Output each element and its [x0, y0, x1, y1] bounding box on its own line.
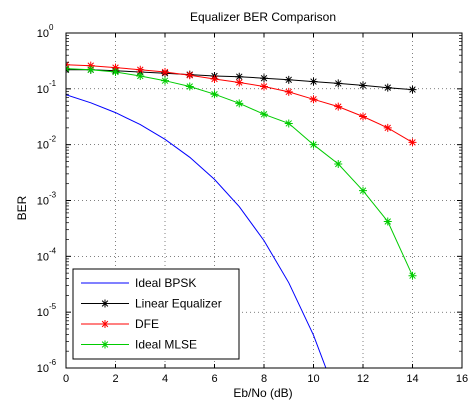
data-point-marker	[260, 82, 268, 91]
data-point-marker	[284, 87, 293, 96]
x-tick-label: 4	[162, 373, 168, 385]
data-point-marker	[101, 320, 109, 328]
data-point-marker	[136, 65, 145, 74]
data-point-marker	[136, 71, 145, 80]
data-point-marker	[260, 110, 268, 119]
data-point-marker	[101, 340, 109, 349]
data-point-marker	[359, 186, 367, 195]
data-point-marker	[334, 160, 343, 169]
legend-label: Ideal MLSE	[135, 338, 197, 352]
data-point-marker	[309, 140, 318, 149]
data-point-marker	[235, 72, 244, 81]
y-tick-label: 10	[37, 140, 49, 152]
series-lines	[66, 60, 417, 368]
data-point-marker	[309, 95, 318, 104]
data-point-marker	[101, 299, 109, 308]
data-point-marker	[210, 90, 219, 99]
data-point-marker	[86, 65, 95, 74]
plot-frame	[65, 32, 463, 369]
legend: Ideal BPSK Linear Equalizer DFE Ideal MLSE	[72, 268, 240, 360]
y-tick-label: 10	[37, 84, 49, 96]
data-point-marker	[161, 76, 169, 85]
y-tick-exponent: -4	[49, 246, 57, 255]
data-point-marker	[86, 61, 95, 70]
y-tick-label: 10	[37, 196, 49, 208]
data-point-marker	[408, 85, 417, 94]
legend-label: DFE	[135, 317, 159, 331]
y-tick-exponent: 0	[49, 23, 54, 32]
data-point-marker	[334, 79, 343, 88]
data-point-marker	[359, 112, 367, 121]
data-point-marker	[185, 82, 194, 91]
data-point-marker	[111, 63, 120, 72]
data-point-marker	[284, 75, 293, 84]
data-point-marker	[235, 99, 244, 108]
x-tick-label: 16	[456, 373, 468, 385]
data-point-marker	[334, 102, 343, 111]
chart-title: Equalizer BER Comparison	[190, 10, 336, 24]
series-line	[66, 94, 327, 368]
x-tick-label: 2	[112, 373, 118, 385]
x-tick-label: 12	[357, 373, 369, 385]
data-point-marker	[260, 74, 268, 83]
x-tick-label: 0	[63, 373, 69, 385]
data-point-marker	[359, 81, 367, 90]
y-tick-label: 10	[37, 363, 49, 375]
data-point-marker	[383, 217, 392, 226]
data-point-marker	[284, 119, 293, 128]
y-tick-label: 10	[37, 307, 49, 319]
x-tick-label: 8	[261, 373, 267, 385]
y-tick-exponent: -2	[49, 135, 57, 144]
data-point-marker	[111, 68, 120, 77]
x-tick-label: 6	[211, 373, 217, 385]
y-axis-label: BER	[15, 195, 29, 220]
data-point-marker	[309, 77, 318, 86]
y-tick-exponent: -6	[49, 358, 57, 367]
data-point-marker	[210, 75, 219, 84]
y-tick-label: 10	[37, 28, 49, 40]
y-tick-label: 10	[37, 251, 49, 263]
data-point-marker	[408, 271, 417, 280]
x-axis-label: Eb/No (dB)	[233, 386, 292, 400]
data-point-marker	[161, 68, 169, 77]
data-point-marker	[185, 71, 194, 80]
y-tick-exponent: -5	[49, 302, 57, 311]
data-point-marker	[408, 138, 417, 147]
legend-label: Linear Equalizer	[135, 297, 222, 311]
y-tick-exponent: -1	[49, 79, 57, 88]
data-point-marker	[383, 123, 392, 132]
legend-label: Ideal BPSK	[135, 276, 196, 290]
data-point-marker	[235, 78, 244, 87]
y-tick-exponent: -3	[49, 191, 57, 200]
data-point-marker	[383, 83, 392, 92]
x-tick-label: 14	[406, 373, 418, 385]
x-tick-label: 10	[307, 373, 319, 385]
